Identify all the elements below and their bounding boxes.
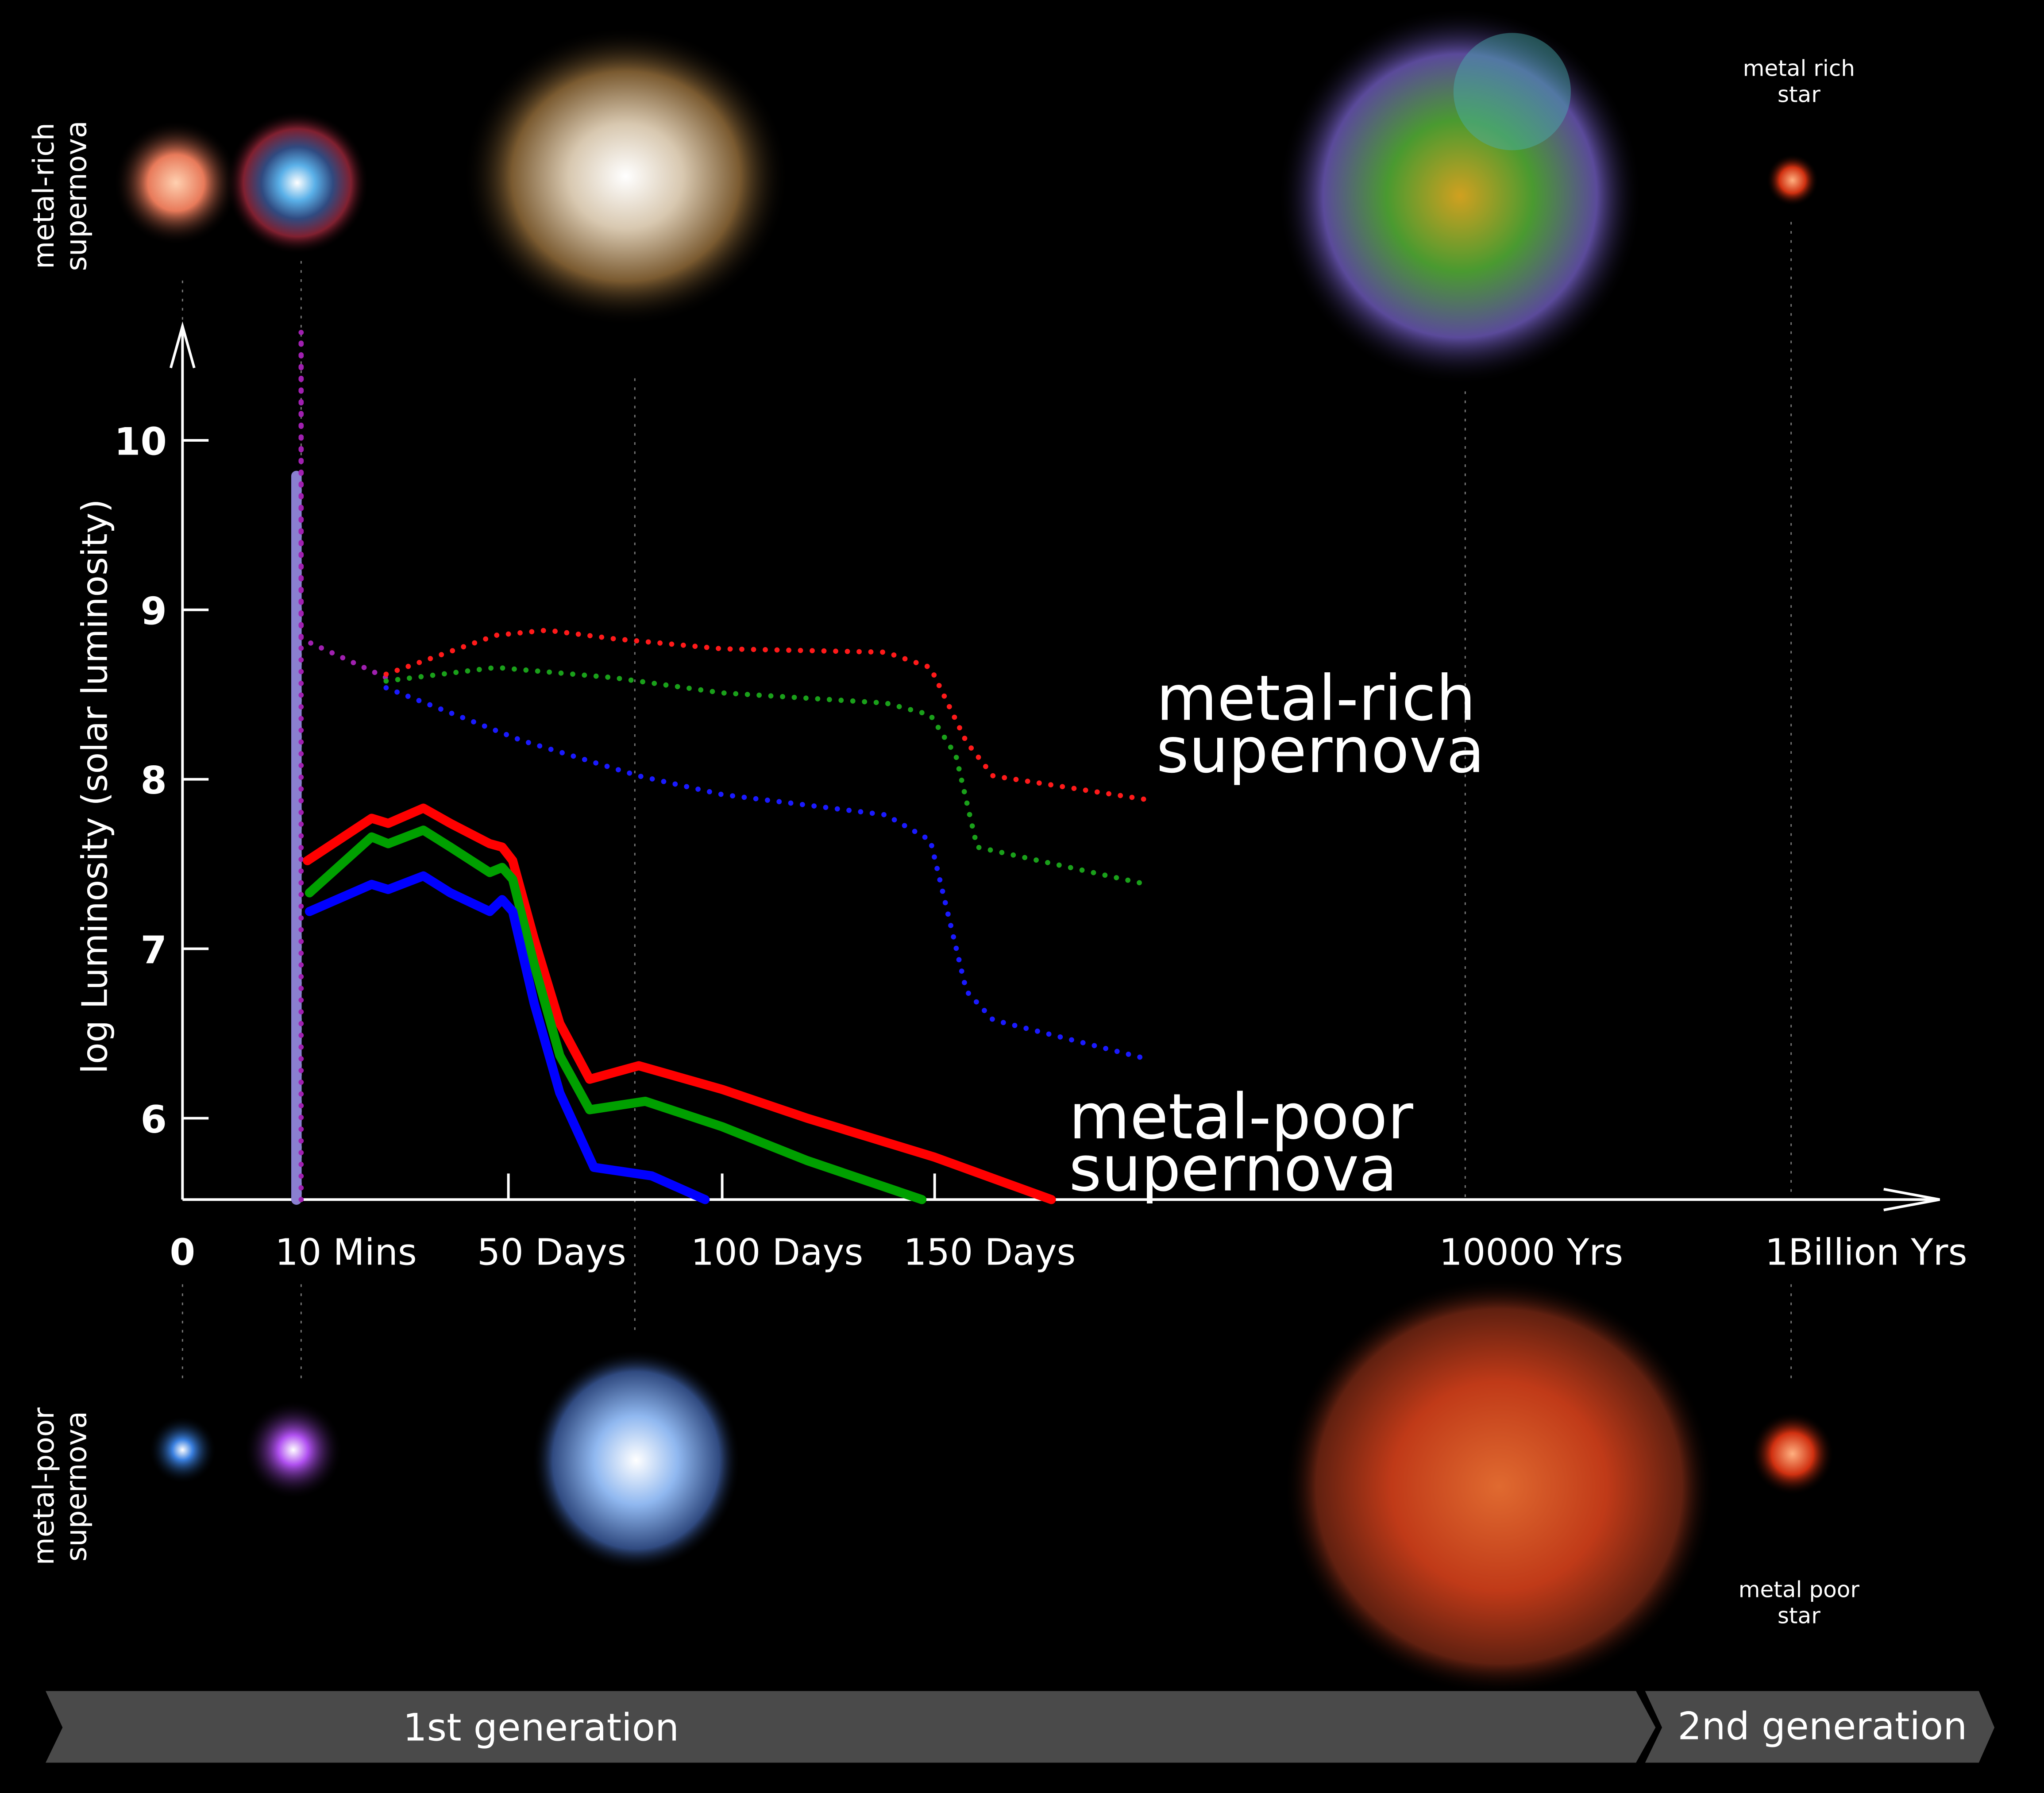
- star-image: [225, 111, 369, 255]
- generation-label: 2nd generation: [1678, 1705, 1967, 1749]
- annotation: metal-poor: [1069, 1081, 1414, 1153]
- y-tick-label: 10: [114, 420, 167, 464]
- axes: [169, 321, 1940, 1211]
- side-label: metal-poor: [27, 1407, 61, 1566]
- image-label: metal poor: [1739, 1577, 1860, 1603]
- illustrations: [113, 7, 1834, 1695]
- x-tick-label: 100 Days: [691, 1231, 863, 1274]
- y-tick-label: 9: [141, 590, 167, 633]
- annotation: supernova: [1156, 714, 1485, 787]
- star-image: [113, 120, 239, 246]
- x-tick-label: 1Billion Yrs: [1765, 1231, 1967, 1274]
- series-line: [305, 825, 927, 1204]
- x-tick-label: 10000 Yrs: [1439, 1231, 1623, 1274]
- y-tick-label: 7: [141, 929, 167, 972]
- explosion-image: [463, 26, 789, 326]
- y-tick-label: 6: [141, 1098, 167, 1142]
- guide-lines: [181, 222, 1792, 1382]
- star-image: [243, 1400, 343, 1500]
- image-label: star: [1778, 1603, 1820, 1628]
- side-label: supernova: [60, 120, 93, 271]
- generation-label: 1st generation: [403, 1706, 679, 1750]
- series-line: [305, 871, 710, 1204]
- annotation: supernova: [1069, 1133, 1397, 1206]
- explosion-image: [532, 1349, 740, 1571]
- y-tick-label: 8: [141, 759, 167, 803]
- image-label: star: [1778, 81, 1820, 107]
- series-line: [303, 803, 1056, 1204]
- x-tick-label: 0: [170, 1231, 195, 1274]
- star-image: [148, 1416, 216, 1484]
- series-line: [383, 685, 1150, 1062]
- star-image: [1751, 1412, 1834, 1496]
- series-line: [383, 665, 1150, 887]
- x-tick-label: 10 Mins: [275, 1231, 417, 1274]
- star-image: [1766, 154, 1819, 207]
- annotation: metal-rich: [1156, 662, 1476, 735]
- nebula-image: [1453, 33, 1571, 150]
- series-line: [298, 329, 389, 1203]
- image-label: metal rich: [1743, 56, 1855, 81]
- side-label: metal-rich: [27, 123, 61, 269]
- x-tick-label: 50 Days: [477, 1231, 626, 1274]
- y-axis-label: log Luminosity (solar luminosity): [74, 499, 116, 1074]
- side-labels: metal-rich supernova metal-poor supernov…: [27, 120, 93, 1565]
- image-labels: metal rich star metal poor star: [1739, 56, 1860, 1629]
- x-tick-label: 150 Days: [903, 1231, 1076, 1274]
- side-label: supernova: [60, 1411, 93, 1562]
- series-line: [383, 627, 1150, 802]
- generation-banner: 1st generation 2nd generation: [46, 1691, 1995, 1763]
- nebula-image: [1284, 1277, 1714, 1695]
- nebula-image: [1277, 7, 1643, 385]
